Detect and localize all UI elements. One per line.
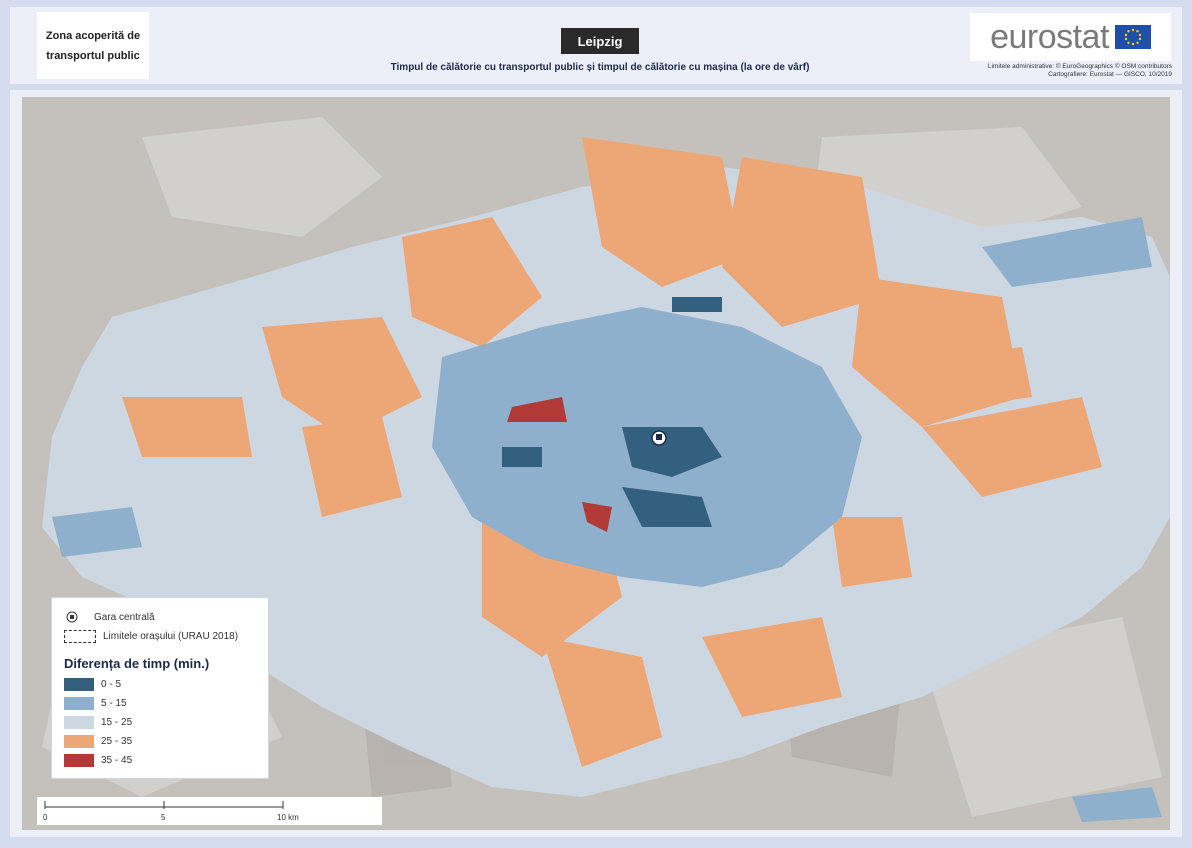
legend-boundary-label: Limitele orașului (URAU 2018) bbox=[103, 631, 239, 642]
legend-boundary: Limitele orașului (URAU 2018) bbox=[64, 630, 238, 643]
legend-item: 35 - 45 bbox=[64, 754, 132, 767]
legend-swatch bbox=[64, 754, 94, 767]
scale-bar: 0 5 10 km bbox=[37, 797, 382, 825]
zone-25-35 bbox=[122, 137, 1102, 767]
legend-station-label: Gara centrală bbox=[94, 611, 155, 623]
legend-station: Gara centrală bbox=[64, 610, 155, 624]
legend-item: 15 - 25 bbox=[64, 716, 132, 729]
legend-swatch bbox=[64, 716, 94, 729]
legend-swatch bbox=[64, 678, 94, 691]
scale-bar-graphic: 0 5 10 km bbox=[43, 801, 299, 822]
scale-label: 10 km bbox=[277, 813, 299, 822]
legend-item: 5 - 15 bbox=[64, 697, 127, 710]
legend-item: 0 - 5 bbox=[64, 678, 121, 691]
badge-label: Zona acoperită de transportul public bbox=[45, 29, 141, 62]
zone-0-5 bbox=[502, 297, 722, 527]
legend-label: 35 - 45 bbox=[101, 755, 133, 766]
legend-title: Diferența de timp (min.) bbox=[64, 656, 210, 671]
map-header: Zona acoperită de transportul public Lei… bbox=[10, 7, 1182, 84]
credit-line-1: Limitele administrative: © EuroGeographi… bbox=[987, 63, 1172, 70]
zone-35-45 bbox=[507, 397, 612, 532]
map-credits: Limitele administrative: © EuroGeographi… bbox=[988, 63, 1172, 79]
coverage-badge: Zona acoperită de transportul public bbox=[37, 12, 149, 79]
legend-swatch bbox=[64, 697, 94, 710]
eu-flag-icon bbox=[1114, 25, 1151, 49]
legend-swatch bbox=[64, 735, 94, 748]
logo-text: eurostat bbox=[990, 17, 1109, 56]
legend-label: 25 - 35 bbox=[101, 736, 133, 747]
map-legend: Gara centrală Limitele orașului (URAU 20… bbox=[51, 597, 269, 779]
legend-label: 15 - 25 bbox=[101, 717, 133, 728]
eurostat-logo: eurostat bbox=[970, 13, 1171, 61]
map-subtitle: Timpul de călătorie cu transportul publi… bbox=[390, 62, 810, 73]
legend-label: 0 - 5 bbox=[101, 679, 122, 690]
credit-line-2: Cartografiere: Eurostat — GISCO, 10/2019 bbox=[1048, 71, 1172, 78]
city-title: Leipzig bbox=[561, 28, 639, 54]
legend-label: 5 - 15 bbox=[101, 698, 127, 709]
legend-item: 25 - 35 bbox=[64, 735, 132, 748]
boundary-swatch bbox=[64, 630, 96, 643]
scale-label: 5 bbox=[161, 813, 166, 822]
station-icon bbox=[66, 611, 78, 623]
scale-label: 0 bbox=[43, 813, 48, 822]
central-station-icon[interactable] bbox=[651, 430, 667, 446]
